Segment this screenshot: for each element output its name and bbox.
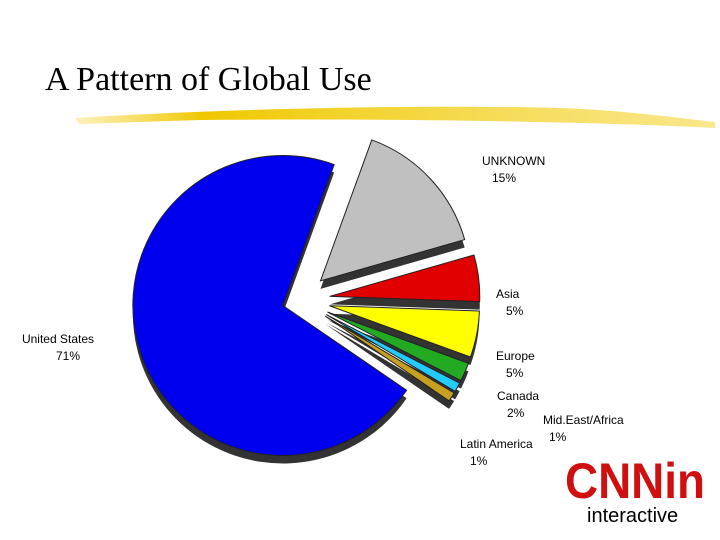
slice-value: 5% — [506, 366, 524, 380]
slice-label: Europe — [496, 349, 535, 363]
slice-value: 71% — [56, 349, 80, 363]
slide-title: A Pattern of Global Use — [45, 61, 372, 98]
slice-value: 2% — [507, 406, 525, 420]
slice-value: 1% — [470, 454, 488, 468]
pie — [132, 139, 481, 464]
slice — [325, 314, 461, 393]
slice-label: Canada — [497, 389, 539, 403]
slice-edge — [325, 324, 455, 409]
slice-label: United States — [22, 332, 94, 346]
slice — [319, 139, 466, 282]
slice — [329, 305, 480, 358]
logo-text: interactive — [587, 505, 678, 527]
slice — [327, 311, 470, 382]
slice-value: 15% — [492, 171, 516, 185]
logo-mark: CNNin — [565, 453, 705, 509]
slice — [329, 254, 481, 303]
slice-label: Mid.East/Africa — [543, 413, 624, 427]
slice-label: Latin America — [460, 437, 533, 451]
slice-value: 1% — [549, 430, 567, 444]
slice-label: Asia — [496, 287, 520, 301]
title-underline — [75, 106, 715, 128]
slice — [132, 155, 408, 456]
slice — [324, 315, 455, 402]
logo: CNNin interactive — [565, 453, 705, 527]
slice-value: 5% — [506, 304, 524, 318]
slice-label: UNKNOWN — [482, 154, 545, 168]
